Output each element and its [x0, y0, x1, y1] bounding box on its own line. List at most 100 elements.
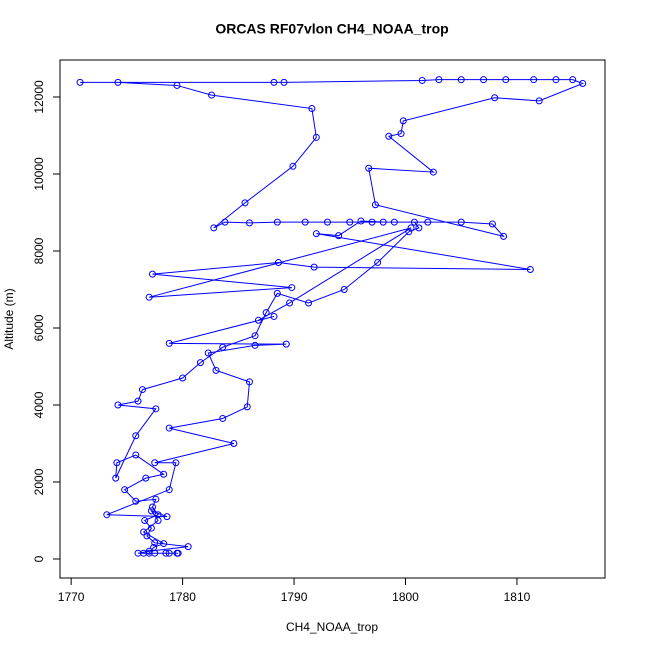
plot-frame: [59, 59, 606, 579]
data-point: [165, 339, 173, 347]
y-tick-label: 12000: [32, 80, 46, 114]
y-tick-label: 8000: [32, 237, 46, 264]
data-point: [552, 76, 560, 84]
data-point: [251, 341, 259, 349]
data-point: [150, 543, 158, 551]
data-point: [346, 218, 354, 226]
x-tick-label: 1800: [392, 590, 419, 604]
data-point: [357, 217, 365, 225]
y-tick-label: 2000: [32, 468, 46, 495]
data-point: [340, 285, 348, 293]
data-point: [210, 224, 218, 232]
data-point: [149, 270, 157, 278]
data-point: [145, 549, 153, 557]
data-point: [312, 230, 320, 238]
data-point: [569, 76, 577, 84]
data-point: [160, 540, 168, 548]
data-point: [500, 232, 508, 240]
data-point: [142, 474, 150, 482]
data-point: [151, 539, 159, 547]
data-point: [274, 259, 282, 267]
data-point: [312, 133, 320, 141]
data-point: [121, 486, 129, 494]
data-point: [165, 424, 173, 432]
data-point: [132, 451, 140, 459]
data-point: [535, 97, 543, 105]
data-point: [286, 299, 294, 307]
data-point: [245, 378, 253, 386]
data-point: [390, 218, 398, 226]
data-point: [282, 340, 290, 348]
data-point: [335, 232, 343, 240]
data-point: [221, 218, 229, 226]
data-point: [132, 497, 140, 505]
data-point: [429, 168, 437, 176]
data-point: [208, 91, 216, 99]
data-point: [154, 516, 162, 524]
data-point: [196, 359, 204, 367]
x-tick-label: 1770: [58, 590, 85, 604]
y-tick-label: 10000: [32, 157, 46, 191]
data-point: [289, 162, 297, 170]
data-point: [134, 549, 142, 557]
data-point: [415, 224, 423, 232]
data-point: [457, 76, 465, 84]
data-point: [245, 219, 253, 227]
x-tick-label: 1780: [169, 590, 196, 604]
data-point: [204, 349, 212, 357]
data-point: [301, 218, 309, 226]
data-point: [262, 309, 270, 317]
data-point: [488, 220, 496, 228]
data-point: [141, 516, 149, 524]
data-point: [179, 374, 187, 382]
data-point: [457, 218, 465, 226]
data-point: [379, 218, 387, 226]
data-point: [147, 507, 155, 515]
data-point: [385, 132, 393, 140]
data-point: [212, 366, 220, 374]
data-point: [530, 76, 538, 84]
x-tick-label: 1790: [281, 590, 308, 604]
data-point: [399, 117, 407, 125]
data-point: [219, 343, 227, 351]
data-point: [526, 265, 534, 273]
x-axis-label: CH4_NOAA_trop: [286, 620, 378, 634]
data-point: [418, 76, 426, 84]
data-point: [172, 459, 180, 467]
y-axis-label: Altitude (m): [2, 288, 16, 349]
data-point: [410, 218, 418, 226]
data-point: [241, 199, 249, 207]
data-point: [132, 432, 140, 440]
data-point: [371, 201, 379, 209]
y-tick-label: 0: [32, 555, 46, 562]
data-point: [288, 284, 296, 292]
data-point: [184, 543, 192, 551]
x-tick-label: 1810: [504, 590, 531, 604]
data-point: [165, 549, 173, 557]
data-point: [280, 78, 288, 86]
data-point: [149, 503, 157, 511]
data-point: [305, 299, 313, 307]
data-point: [407, 224, 415, 232]
data-point: [273, 218, 281, 226]
data-point: [480, 76, 488, 84]
data-point: [151, 459, 159, 467]
data-point: [113, 459, 121, 467]
data-point: [365, 164, 373, 172]
data-point: [502, 76, 510, 84]
data-point: [174, 549, 182, 557]
data-point: [270, 78, 278, 86]
data-point: [145, 547, 153, 555]
data-point: [103, 511, 111, 519]
data-point: [163, 513, 171, 521]
data-point: [147, 524, 155, 532]
data-point: [397, 130, 405, 138]
data-point: [243, 403, 251, 411]
data-point: [424, 218, 432, 226]
data-point: [76, 78, 84, 86]
data-point: [219, 414, 227, 422]
data-point: [114, 401, 122, 409]
data-point: [435, 76, 443, 84]
data-point: [368, 218, 376, 226]
